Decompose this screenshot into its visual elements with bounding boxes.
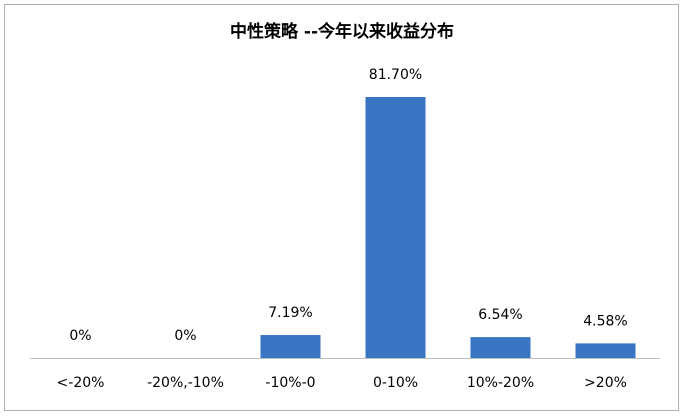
x-tick-label: 0-10% xyxy=(373,375,418,391)
bar xyxy=(365,97,426,358)
chart-title: 中性策略 --今年以来收益分布 xyxy=(230,21,454,42)
value-label: 6.54% xyxy=(478,307,522,323)
bar xyxy=(260,335,321,358)
bar xyxy=(470,337,531,358)
value-label: 7.19% xyxy=(268,305,312,321)
value-label: 4.58% xyxy=(583,313,627,329)
bar xyxy=(575,343,636,358)
x-tick-label: -20%,-10% xyxy=(147,375,224,391)
x-tick-label: >20% xyxy=(584,375,627,391)
x-tick-label: -10%-0 xyxy=(265,375,315,391)
x-tick-label: 10%-20% xyxy=(467,375,534,391)
value-label: 0% xyxy=(174,328,196,344)
x-tick-label: <-20% xyxy=(57,375,105,391)
value-label: 0% xyxy=(69,328,91,344)
value-label: 81.70% xyxy=(369,67,422,83)
chart-border xyxy=(4,4,679,411)
